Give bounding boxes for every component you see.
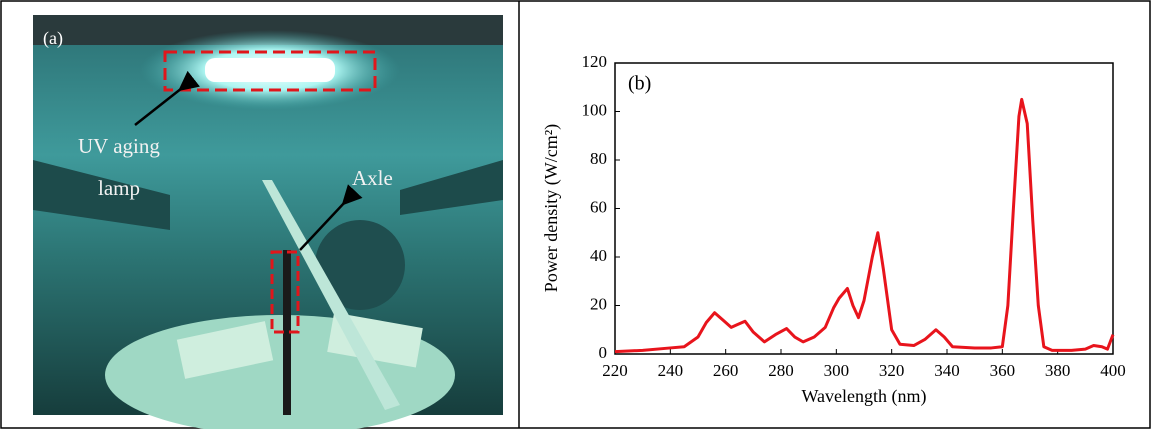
photo-lamp: [205, 58, 335, 82]
highlight-box: [163, 50, 377, 92]
photo-shelf-right: [400, 160, 503, 215]
arrow: [299, 184, 363, 251]
x-tick-label: 280: [768, 361, 794, 380]
x-tick-label: 380: [1045, 361, 1071, 380]
highlight-box: [270, 250, 300, 334]
y-axis-title: Power density (W/cm²): [541, 124, 562, 292]
annotation: lamp: [98, 176, 140, 200]
photo-rod: [283, 250, 291, 415]
annotation: UV aging: [78, 134, 160, 158]
photo: (a) UV aging lamp Axle: [33, 15, 503, 434]
x-tick-label: 300: [824, 361, 850, 380]
y-tick-label: 0: [599, 343, 608, 362]
x-tick-label: 220: [602, 361, 628, 380]
x-axis-title: Wavelength (nm): [801, 386, 926, 407]
x-tick-label: 340: [934, 361, 960, 380]
arrow: [134, 70, 200, 126]
x-tick-label: 260: [713, 361, 739, 380]
x-tick-label: 240: [658, 361, 684, 380]
y-tick-label: 40: [590, 246, 607, 265]
y-tick-label: 80: [590, 149, 607, 168]
photo-fan: [315, 220, 405, 310]
photo-block: [176, 321, 274, 379]
panel-label: (b): [628, 73, 651, 95]
chart: (b) Wavelength (nm) Power density (W/cm²…: [541, 52, 1126, 407]
y-tick-label: 60: [590, 197, 607, 216]
photo-axle: [262, 180, 400, 410]
x-tick-label: 360: [990, 361, 1016, 380]
photo-shelf-left: [33, 160, 170, 230]
panel-label: (a): [43, 28, 63, 49]
annotation: Axle: [352, 166, 393, 190]
y-tick-label: 120: [582, 52, 608, 71]
y-tick-label: 100: [582, 100, 608, 119]
y-tick-label: 20: [590, 294, 607, 313]
x-tick-label: 320: [879, 361, 905, 380]
x-tick-label: 400: [1100, 361, 1126, 380]
data-line: [614, 97, 1115, 354]
